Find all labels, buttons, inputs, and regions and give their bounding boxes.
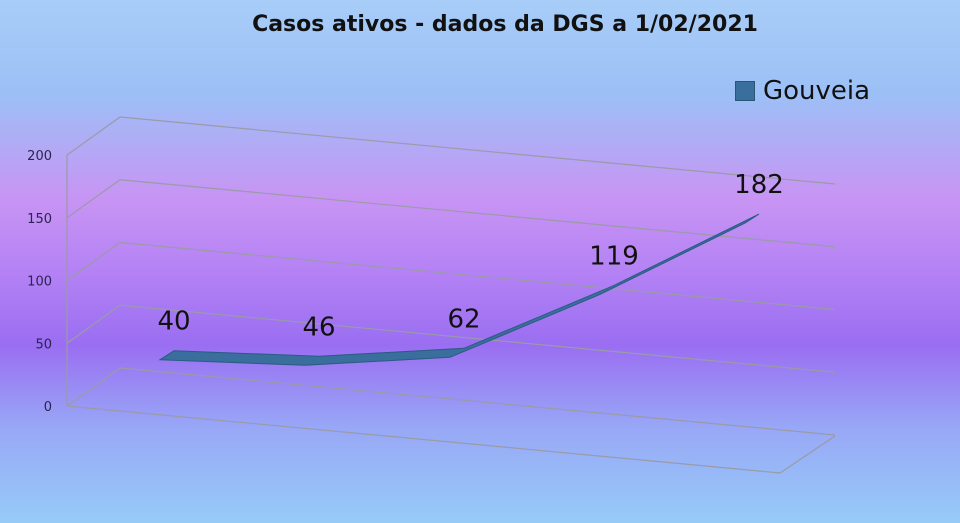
gridline — [119, 116, 836, 185]
legend: Gouveia — [735, 76, 870, 106]
side-gridline — [66, 179, 121, 219]
legend-swatch — [735, 81, 755, 101]
series-ribbon — [158, 213, 760, 366]
data-label: 62 — [447, 304, 480, 334]
y-tick-label: 0 — [44, 400, 52, 415]
legend-label: Gouveia — [763, 76, 871, 106]
data-label: 119 — [589, 241, 639, 271]
gridline — [119, 241, 836, 311]
y-tick-label: 100 — [27, 275, 52, 290]
gridline — [119, 179, 836, 248]
data-label: 40 — [157, 307, 190, 337]
y-tick-label: 200 — [27, 149, 52, 164]
data-label: 182 — [734, 170, 784, 200]
side-gridline — [66, 116, 121, 156]
y-tick-label: 150 — [27, 212, 52, 227]
side-gridline — [66, 304, 121, 344]
side-gridline — [66, 242, 121, 281]
chart-title: Casos ativos - dados da DGS a 1/02/2021 — [252, 12, 758, 37]
gridline — [119, 304, 836, 373]
side-gridline — [66, 367, 121, 407]
y-tick-label: 50 — [35, 337, 52, 352]
gridline — [119, 367, 836, 436]
floor-edge — [66, 405, 836, 474]
data-label: 46 — [302, 312, 335, 342]
